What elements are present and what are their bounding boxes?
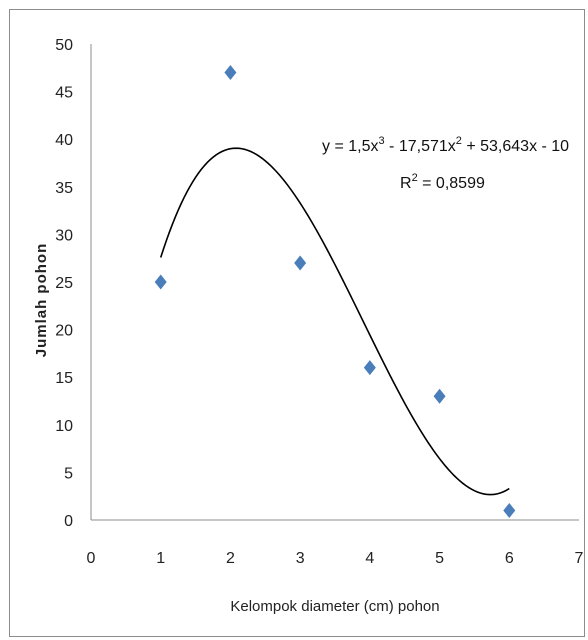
y-axis-ticks: 0 5 10 15 20 25 30 35 40 45 50 (55, 37, 73, 530)
y-tick-label: 35 (55, 180, 73, 197)
x-tick-label: 2 (226, 550, 235, 567)
y-tick-label: 40 (55, 132, 73, 149)
x-axis-ticks: 0 1 2 3 4 5 6 7 (87, 550, 584, 567)
y-tick-label: 25 (55, 275, 73, 292)
x-tick-label: 5 (435, 550, 444, 567)
polynomial-trendline (159, 147, 510, 496)
x-tick-label: 0 (87, 550, 96, 567)
y-tick-label: 50 (55, 37, 73, 54)
x-tick-label: 4 (365, 550, 374, 567)
y-tick-label: 0 (64, 513, 73, 530)
trendline-equation: y = 1,5x3 - 17,571x2 + 53,643x - 10 (322, 135, 569, 155)
chart-frame (9, 9, 585, 637)
y-tick-label: 45 (55, 85, 73, 102)
y-axis-title: Jumlah pohon (33, 243, 50, 358)
x-axis-title: Kelompok diameter (cm) pohon (230, 598, 439, 615)
x-tick-label: 1 (156, 550, 165, 567)
x-tick-label: 3 (296, 550, 305, 567)
r-squared-label: R2 = 0,8599 (400, 172, 485, 192)
y-tick-label: 30 (55, 227, 73, 244)
y-tick-label: 20 (55, 323, 73, 340)
data-point (503, 502, 516, 518)
data-point (433, 388, 446, 404)
data-point (154, 274, 167, 290)
x-tick-label: 6 (505, 550, 514, 567)
y-tick-label: 15 (55, 370, 73, 387)
y-tick-label: 5 (64, 465, 73, 482)
x-tick-label: 7 (575, 550, 584, 567)
y-tick-label: 10 (55, 418, 73, 435)
data-points (154, 65, 516, 518)
data-point (294, 255, 307, 271)
data-point (363, 360, 376, 376)
data-point (224, 65, 237, 81)
